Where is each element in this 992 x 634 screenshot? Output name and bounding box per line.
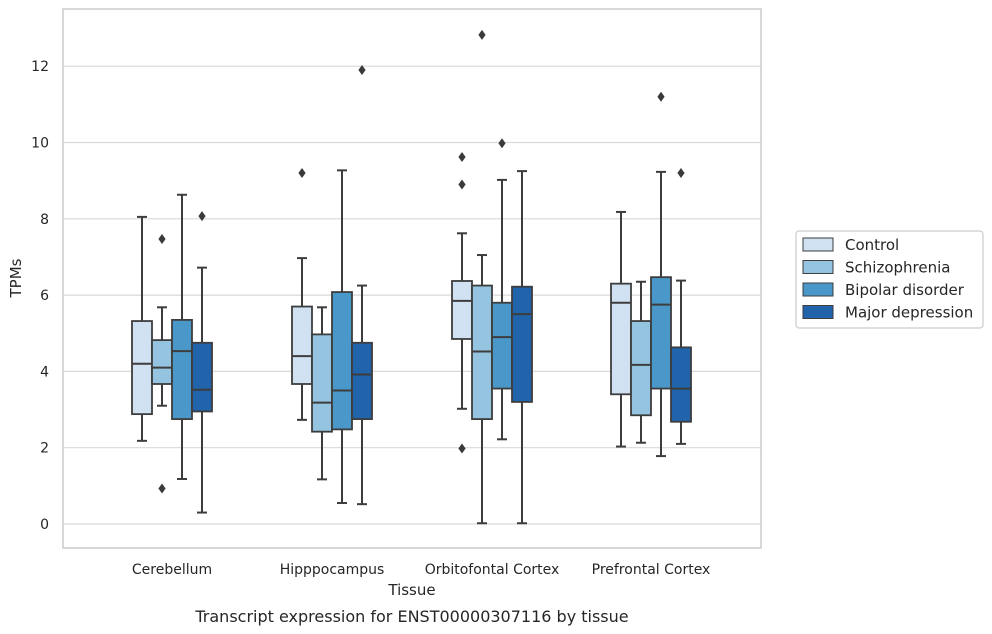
box-bipolar-disorder bbox=[331, 169, 353, 505]
box-control bbox=[291, 168, 313, 421]
box-bipolar-disorder bbox=[491, 138, 513, 441]
box-major-depression bbox=[351, 65, 373, 506]
outlier-point bbox=[498, 138, 506, 149]
iqr-box bbox=[331, 291, 353, 431]
outlier-point bbox=[158, 234, 166, 245]
iqr-box bbox=[511, 285, 533, 403]
box-schizophrenia bbox=[311, 306, 333, 481]
x-axis-label: Tissue bbox=[387, 581, 435, 599]
legend-swatch bbox=[802, 282, 834, 297]
y-tick-label: 4 bbox=[40, 364, 49, 380]
y-axis-label: TPMs bbox=[7, 258, 25, 298]
box-control bbox=[131, 215, 153, 442]
legend-swatch bbox=[802, 260, 834, 274]
legend-label: Bipolar disorder bbox=[845, 281, 965, 299]
box-bipolar-disorder bbox=[171, 193, 193, 480]
iqr-box bbox=[351, 341, 373, 420]
x-tick-label: Hipppocampus bbox=[280, 562, 385, 578]
box-control bbox=[610, 210, 632, 448]
outlier-point bbox=[458, 443, 466, 454]
box-schizophrenia bbox=[471, 29, 493, 525]
iqr-box bbox=[311, 333, 333, 433]
outlier-point bbox=[458, 151, 466, 162]
box-major-depression bbox=[191, 211, 213, 514]
y-tick-label: 8 bbox=[40, 212, 49, 228]
box-plot-series bbox=[131, 29, 692, 525]
iqr-box bbox=[670, 346, 692, 423]
box-major-depression bbox=[670, 168, 692, 445]
outlier-point bbox=[677, 168, 685, 179]
box-major-depression bbox=[511, 170, 533, 525]
box-control bbox=[451, 151, 473, 454]
outlier-point bbox=[298, 168, 306, 179]
iqr-box bbox=[451, 280, 473, 340]
iqr-box bbox=[491, 301, 513, 390]
box-bipolar-disorder bbox=[650, 91, 672, 458]
plot-frame bbox=[62, 8, 762, 549]
iqr-box bbox=[291, 305, 313, 385]
x-tick-label: Orbitofontal Cortex bbox=[425, 562, 560, 578]
legend-frame bbox=[795, 230, 984, 329]
outlier-point bbox=[358, 65, 366, 76]
legend-label: Major depression bbox=[845, 304, 973, 322]
legend-swatch bbox=[802, 305, 834, 319]
iqr-box bbox=[610, 282, 632, 396]
y-tick-label: 0 bbox=[40, 517, 49, 533]
box-schizophrenia bbox=[630, 280, 652, 444]
legend-label: Control bbox=[845, 236, 899, 254]
outlier-point bbox=[158, 483, 166, 494]
y-tick-labels: 0 2 4 6 8 10 12 bbox=[31, 59, 49, 533]
x-tick-labels: Cerebellum Hipppocampus Orbitofontal Corte… bbox=[132, 562, 710, 578]
outlier-point bbox=[458, 179, 466, 190]
legend-swatch bbox=[802, 237, 834, 252]
y-tick-label: 12 bbox=[31, 59, 49, 75]
iqr-box bbox=[650, 276, 672, 390]
iqr-box bbox=[171, 318, 193, 420]
chart-caption: Transcript expression for ENST0000030711… bbox=[194, 607, 628, 626]
y-tick-label: 10 bbox=[31, 136, 49, 152]
iqr-box bbox=[630, 320, 652, 417]
x-tick-label: Cerebellum bbox=[132, 562, 212, 578]
box-schizophrenia bbox=[151, 234, 173, 494]
outlier-point bbox=[198, 211, 206, 222]
iqr-box bbox=[131, 320, 153, 416]
y-tick-label: 2 bbox=[40, 441, 49, 457]
y-tick-label: 6 bbox=[40, 288, 49, 304]
x-tick-label: Prefrontal Cortex bbox=[592, 562, 711, 578]
legend: Control Schizophrenia Bipolar disorder Majo… bbox=[795, 230, 984, 329]
iqr-box bbox=[191, 341, 213, 413]
outlier-point bbox=[657, 91, 665, 102]
iqr-box bbox=[151, 339, 173, 385]
legend-label: Schizophrenia bbox=[845, 259, 950, 277]
outlier-point bbox=[478, 29, 486, 40]
